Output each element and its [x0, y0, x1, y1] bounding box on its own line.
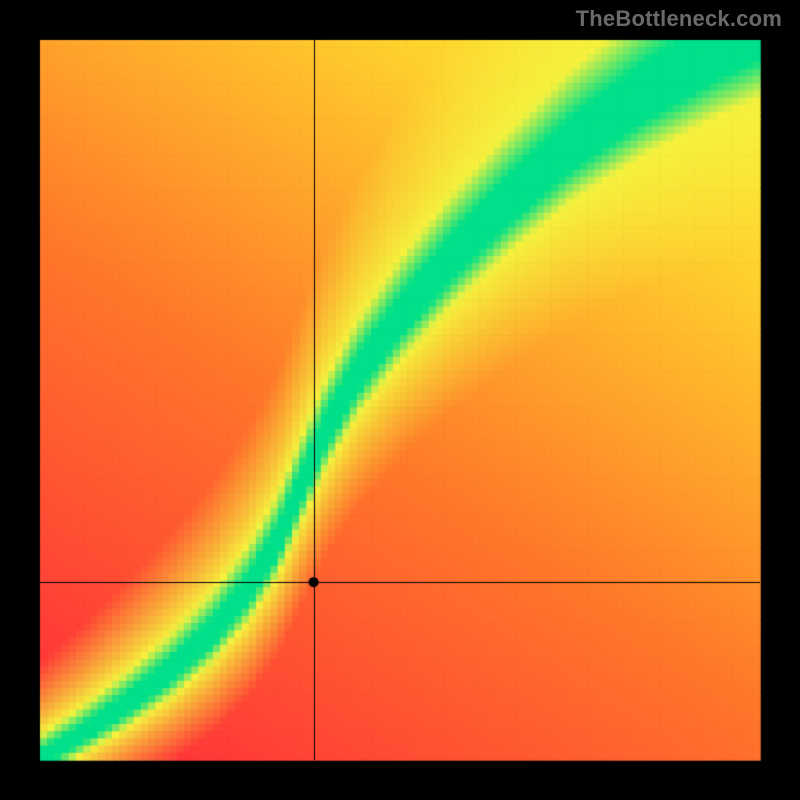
chart-frame: { "watermark": { "text": "TheBottleneck.… [0, 0, 800, 800]
heatmap-canvas [0, 0, 800, 800]
watermark-text: TheBottleneck.com [576, 6, 782, 32]
